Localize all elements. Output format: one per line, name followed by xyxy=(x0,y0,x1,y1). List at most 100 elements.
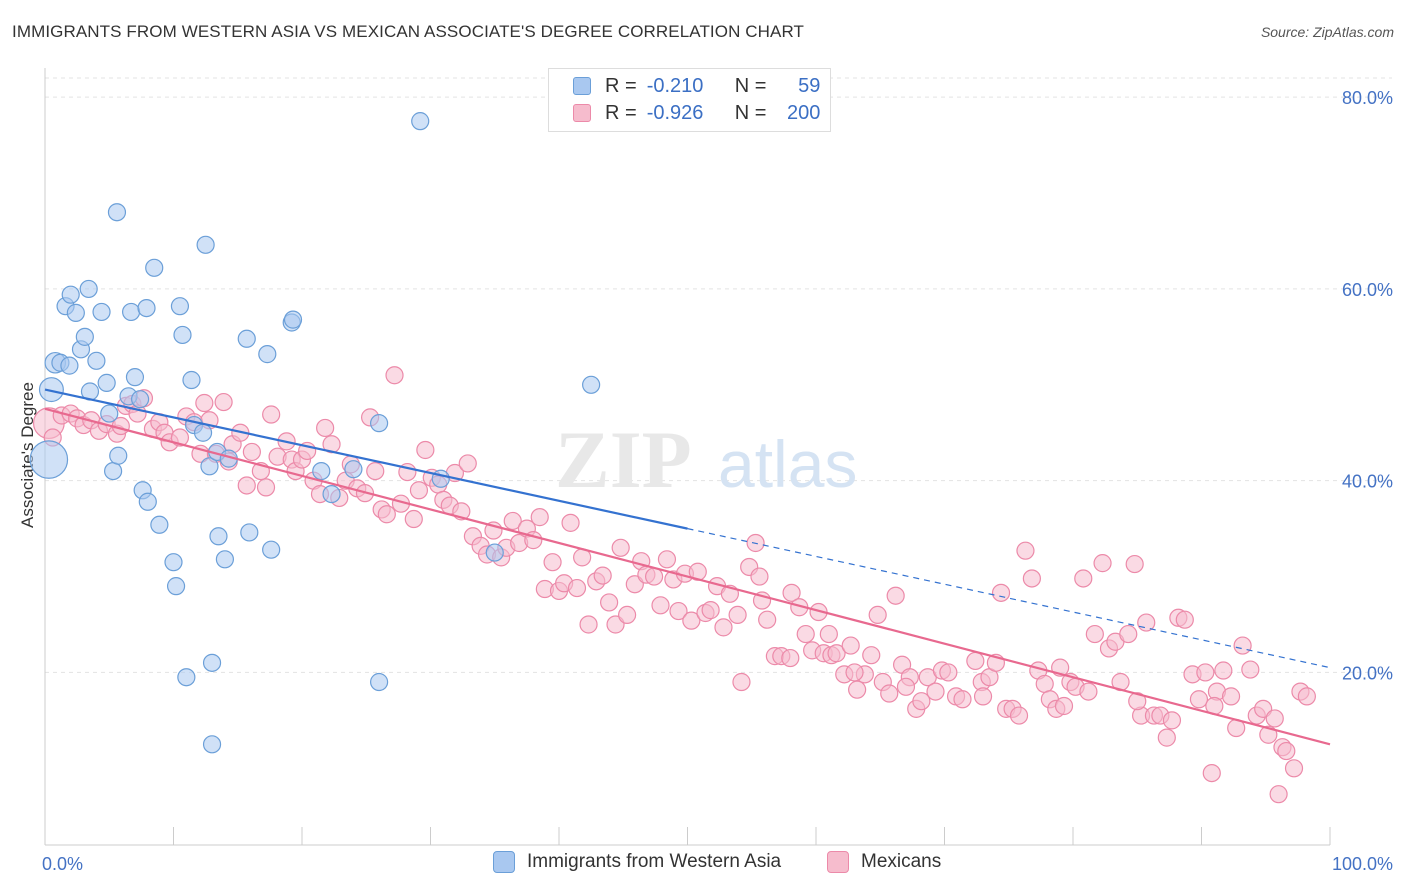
mexicans-point xyxy=(567,578,587,598)
mexicans-point xyxy=(1297,687,1316,706)
western-asia-point xyxy=(283,310,303,329)
mexicans-point xyxy=(262,405,281,424)
mexicans-point xyxy=(1241,660,1260,679)
mexicans-point xyxy=(644,567,664,586)
mexicans-point xyxy=(322,435,341,454)
mexicans-point xyxy=(782,583,801,602)
mexicans-point xyxy=(781,648,800,668)
chart-title: IMMIGRANTS FROM WESTERN ASIA VS MEXICAN … xyxy=(12,22,805,41)
mexicans-point xyxy=(1277,741,1296,761)
mexicans-point xyxy=(530,508,549,527)
western-asia-point xyxy=(79,279,98,299)
western-asia-point xyxy=(60,356,79,375)
western-asia-point xyxy=(322,484,341,504)
mexicans-point xyxy=(750,567,769,586)
western-asia-point xyxy=(170,297,190,316)
mexicans-point xyxy=(651,596,670,615)
mexicans-point xyxy=(377,505,396,524)
western-asia-point xyxy=(209,527,228,546)
western-asia-point xyxy=(100,404,119,423)
mexicans-point xyxy=(728,605,747,625)
series-legend-label: Immigrants from Western Asia xyxy=(527,851,782,872)
western-asia-point xyxy=(200,457,219,476)
mexicans-point xyxy=(732,672,751,692)
mexicans-point xyxy=(1128,692,1147,711)
x-tick-label: 100.0% xyxy=(1332,854,1393,874)
western-asia-point xyxy=(370,414,389,433)
source-note: Source: ZipAtlas.com xyxy=(1260,24,1394,40)
watermark-zip: ZIP xyxy=(555,414,692,505)
series-swatch-blue xyxy=(493,851,515,873)
mexicans-point xyxy=(1196,663,1215,682)
western-asia-point xyxy=(92,302,111,322)
western-asia-point xyxy=(431,469,450,488)
western-asia-point xyxy=(202,653,222,672)
western-asia-point xyxy=(485,543,504,562)
legend-row-mexicans: R = -0.926 N = 200 xyxy=(573,100,820,126)
mexicans-point xyxy=(862,646,881,665)
mexicans-point xyxy=(366,461,385,481)
mexicans-point xyxy=(458,454,477,473)
mexicans-point xyxy=(404,509,423,529)
mexicans-point xyxy=(409,481,429,500)
western-asia-point xyxy=(29,440,69,479)
legend-n-label: N = xyxy=(734,101,767,124)
western-asia-point xyxy=(121,302,141,322)
legend-swatch-pink xyxy=(573,104,591,122)
y-tick-label: 80.0% xyxy=(1342,88,1393,108)
mexicans-point xyxy=(1175,610,1194,629)
mexicans-point xyxy=(991,583,1011,602)
western-asia-point xyxy=(193,423,213,442)
watermark-atlas: atlas xyxy=(718,427,857,501)
western-asia-point xyxy=(370,672,389,692)
mexicans-point xyxy=(1259,725,1278,744)
mexicans-point xyxy=(1074,569,1093,588)
series-swatch-pink xyxy=(827,851,849,873)
y-tick-label: 20.0% xyxy=(1342,663,1393,683)
mexicans-point xyxy=(316,418,335,438)
western-asia-point xyxy=(202,735,222,754)
mexicans-point xyxy=(1125,554,1144,574)
correlation-legend: R = -0.210 N = 59 R = -0.926 N = 200 xyxy=(548,68,831,132)
series-legend-item-mexicans[interactable]: Mexicans xyxy=(827,851,941,873)
mexicans-point xyxy=(1221,687,1241,706)
mexicans-point xyxy=(1035,674,1054,694)
mexicans-point xyxy=(953,690,972,709)
western-asia-trendline xyxy=(44,388,688,530)
mexicans-point xyxy=(926,682,945,701)
legend-n-value: 200 xyxy=(787,101,821,124)
western-asia-point xyxy=(182,370,201,390)
mexicans-point xyxy=(561,513,580,532)
mexicans-point xyxy=(758,610,777,629)
western-asia-point xyxy=(66,303,85,322)
western-asia-point xyxy=(173,325,192,345)
y-tick-label: 60.0% xyxy=(1342,280,1393,300)
mexicans-point xyxy=(543,553,562,572)
western-asia-point xyxy=(312,461,331,481)
mexicans-point xyxy=(1079,682,1098,701)
mexicans-point xyxy=(1233,636,1252,655)
western-asia-point xyxy=(215,550,234,569)
western-asia-point xyxy=(97,373,116,392)
series-legend-label: Mexicans xyxy=(861,851,942,872)
legend-r-value: -0.926 xyxy=(646,101,704,124)
western-asia-point xyxy=(196,235,215,254)
mexicans-point xyxy=(256,478,276,497)
western-asia-point xyxy=(137,299,156,318)
legend-r-value: -0.210 xyxy=(646,74,704,97)
mexicans-point xyxy=(1284,759,1304,778)
mexicans-point xyxy=(1269,785,1288,804)
mexicans-point xyxy=(579,615,598,634)
legend-n-value: 59 xyxy=(798,74,821,97)
mexicans-point xyxy=(848,680,867,699)
series-legend-item-western-asia[interactable]: Immigrants from Western Asia xyxy=(493,851,781,873)
mexicans-point xyxy=(1016,541,1035,560)
mexicans-point xyxy=(682,611,701,630)
mexicans-point xyxy=(1093,554,1112,573)
mexicans-point xyxy=(966,651,985,671)
western-asia-point xyxy=(262,540,281,559)
western-asia-point xyxy=(61,285,80,304)
mexicans-point xyxy=(1009,706,1029,725)
mexicans-point xyxy=(618,605,637,625)
